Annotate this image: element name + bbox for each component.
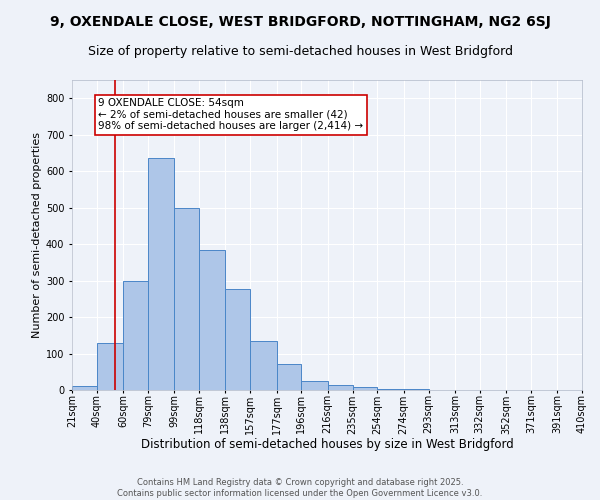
Bar [72,386,97,390]
Bar [174,208,199,390]
Text: 9, OXENDALE CLOSE, WEST BRIDGFORD, NOTTINGHAM, NG2 6SJ: 9, OXENDALE CLOSE, WEST BRIDGFORD, NOTTI… [50,15,550,29]
Bar [328,386,353,390]
Text: 9 OXENDALE CLOSE: 54sqm
← 2% of semi-detached houses are smaller (42)
98% of sem: 9 OXENDALE CLOSE: 54sqm ← 2% of semi-det… [98,98,364,132]
Bar [353,388,377,390]
Bar [377,388,404,390]
Bar [277,364,301,390]
Bar [404,388,428,390]
Bar [301,381,328,390]
Bar [226,288,250,390]
Text: Size of property relative to semi-detached houses in West Bridgford: Size of property relative to semi-detach… [88,45,512,58]
Bar [148,158,174,390]
Bar [123,280,148,390]
Bar [199,250,226,390]
Bar [250,342,277,390]
Bar [97,342,123,390]
Text: Contains HM Land Registry data © Crown copyright and database right 2025.
Contai: Contains HM Land Registry data © Crown c… [118,478,482,498]
Y-axis label: Number of semi-detached properties: Number of semi-detached properties [32,132,41,338]
X-axis label: Distribution of semi-detached houses by size in West Bridgford: Distribution of semi-detached houses by … [140,438,514,450]
